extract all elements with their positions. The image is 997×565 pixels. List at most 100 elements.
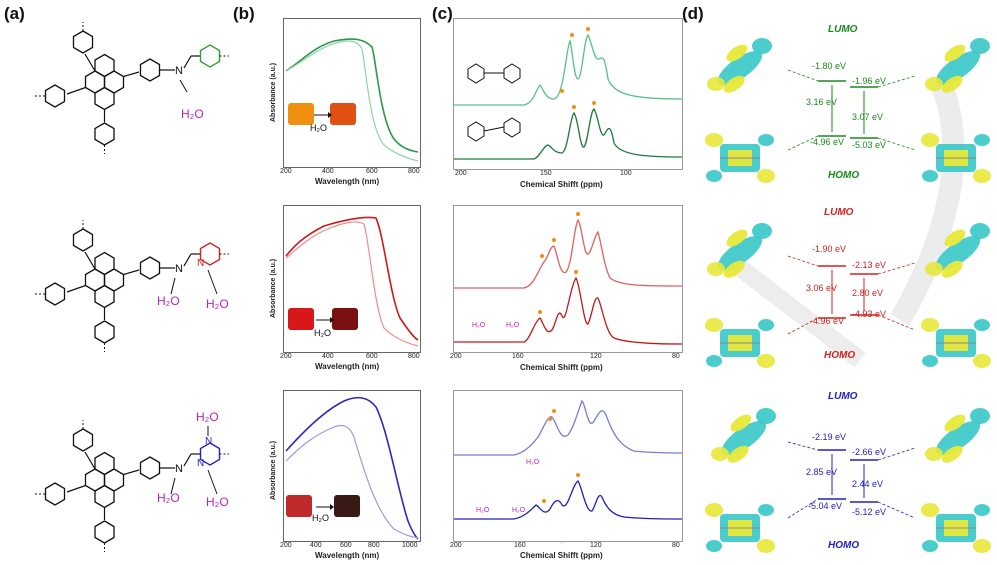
water-label-2a: H₂O [157,294,180,308]
uvvis-tick-2-1: 400 [322,353,334,360]
homo-left-2: -4.96 eV [810,316,845,326]
gap-left-2: 3.06 eV [806,283,838,293]
nmr-water-3b: H₂O [512,507,526,514]
nmr-plot-1 [453,18,683,170]
uvvis-plot-3: H₂O [283,390,421,542]
homo-right-3: -5.12 eV [852,507,887,517]
water-label-3c: H₂O [206,495,229,509]
uvvis-tick-3-2: 600 [340,542,352,549]
svg-text:N: N [205,436,212,447]
uvvis-plot-1: H₂O [283,18,421,168]
uvvis-xlabel-3: Wavelength (nm) [315,551,380,560]
nmr-plot-3: H₂O H₂O H₂O [453,390,683,542]
homo-right-1: -5.03 eV [852,140,887,150]
arrow-label-3: H₂O [312,513,329,523]
lumo-right-2: -2.13 eV [852,260,887,270]
panel-label-d: (d) [682,4,704,23]
water-label-3a: H₂O [196,410,219,424]
nmr-spectra-2 [454,212,683,345]
uvvis-curves-2 [285,216,419,347]
nmr-water-3c: H₂O [526,459,540,466]
gap-right-1: 3.07 eV [852,112,884,122]
nmr-tick-1-2: 100 [620,170,632,177]
lumo-label-2: LUMO [824,207,854,218]
nmr-water-2b: H₂O [506,322,520,329]
lumo-label-3: LUMO [828,391,858,402]
nmr-xlabel-1: Chemical Shifft (ppm) [520,180,603,189]
uvvis-tick-1-0: 200 [280,168,292,175]
lumo-right-1: -1.96 eV [852,76,887,86]
homo-label-1: HOMO [828,170,860,181]
powder-before-1 [288,103,314,125]
powder-after-2 [332,308,358,330]
uvvis-tick-1-3: 800 [408,168,420,175]
nmr-tick-2-1: 160 [512,353,524,360]
uvvis-tick-2-3: 800 [408,353,420,360]
uvvis-xlabel-2: Wavelength (nm) [315,362,380,371]
panel-label-a: (a) [4,4,25,23]
uvvis-ylabel-2: Absorbance (a.u.) [270,258,277,318]
svg-text:N: N [197,458,204,469]
uvvis-xlabel-1: Wavelength (nm) [315,177,380,186]
uvvis-plot-2: H₂O [283,205,421,353]
lumo-left-1: -1.80 eV [812,61,847,71]
water-label-3b: H₂O [157,491,180,505]
homo-label-2: HOMO [824,350,856,361]
water-label-1: H₂O [181,107,204,121]
nmr-xlabel-2: Chemical Shifft (ppm) [520,363,603,372]
powder-after-3 [334,495,360,517]
panel-a-structures: N N N N [0,20,229,565]
nmr-spectra-3 [454,399,683,520]
homo-label-3: HOMO [828,540,860,551]
uvvis-tick-3-3: 800 [368,542,380,549]
homo-left-3: -5.04 eV [808,501,843,511]
lumo-label-1: LUMO [828,24,858,35]
nmr-tick-3-2: 120 [590,542,602,549]
panel-d-orbitals [704,38,992,554]
nmr-spectra-1 [454,27,683,160]
arrow-icon [316,317,334,323]
lumo-left-3: -2.19 eV [812,432,847,442]
nmr-xlabel-3: Chemical Shifft (ppm) [520,551,603,560]
nmr-tick-1-1: 150 [540,170,552,177]
nmr-tick-2-2: 120 [590,353,602,360]
powder-before-3 [286,495,312,517]
arrow-icon [316,504,334,510]
gap-right-2: 2.80 eV [852,288,884,298]
powder-after-1 [330,103,356,125]
homo-left-1: -4.96 eV [810,137,845,147]
gap-left-3: 2.85 eV [806,467,838,477]
uvvis-ylabel-3: Absorbance (a.u.) [270,440,277,500]
uvvis-tick-3-1: 400 [310,542,322,549]
nmr-water-3a: H₂O [476,507,490,514]
panel-label-c: (c) [432,4,453,23]
svg-text:N: N [197,258,204,269]
nmr-water-2a: H₂O [472,322,486,329]
lumo-left-2: -1.90 eV [812,244,847,254]
uvvis-tick-2-0: 200 [280,353,292,360]
uvvis-curves-1 [285,38,419,162]
homo-right-2: -4.93 eV [852,309,887,319]
gap-right-3: 2.44 eV [852,479,884,489]
nmr-tick-3-0: 200 [450,542,462,549]
uvvis-tick-3-0: 200 [280,542,292,549]
nmr-tick-2-3: 80 [672,353,680,360]
arrow-icon [314,112,332,118]
panel-label-b: (b) [233,4,255,23]
lumo-right-3: -2.66 eV [852,447,887,457]
nmr-tick-1-0: 200 [455,170,467,177]
uvvis-tick-3-4: 1000 [402,542,418,549]
uvvis-tick-1-1: 400 [322,168,334,175]
water-label-2b: H₂O [206,297,229,311]
nmr-tick-3-1: 160 [514,542,526,549]
uvvis-curves-3 [285,396,419,540]
powder-before-2 [288,308,314,330]
arrow-label-2: H₂O [314,328,331,338]
nmr-tick-3-3: 80 [672,542,680,549]
arrow-label-1: H₂O [310,123,327,133]
nmr-plot-2: H₂O H₂O [453,205,683,353]
uvvis-ylabel-1: Absorbance (a.u.) [270,62,277,122]
nmr-tick-2-0: 200 [450,353,462,360]
uvvis-tick-2-2: 600 [366,353,378,360]
gap-left-1: 3.16 eV [806,97,838,107]
